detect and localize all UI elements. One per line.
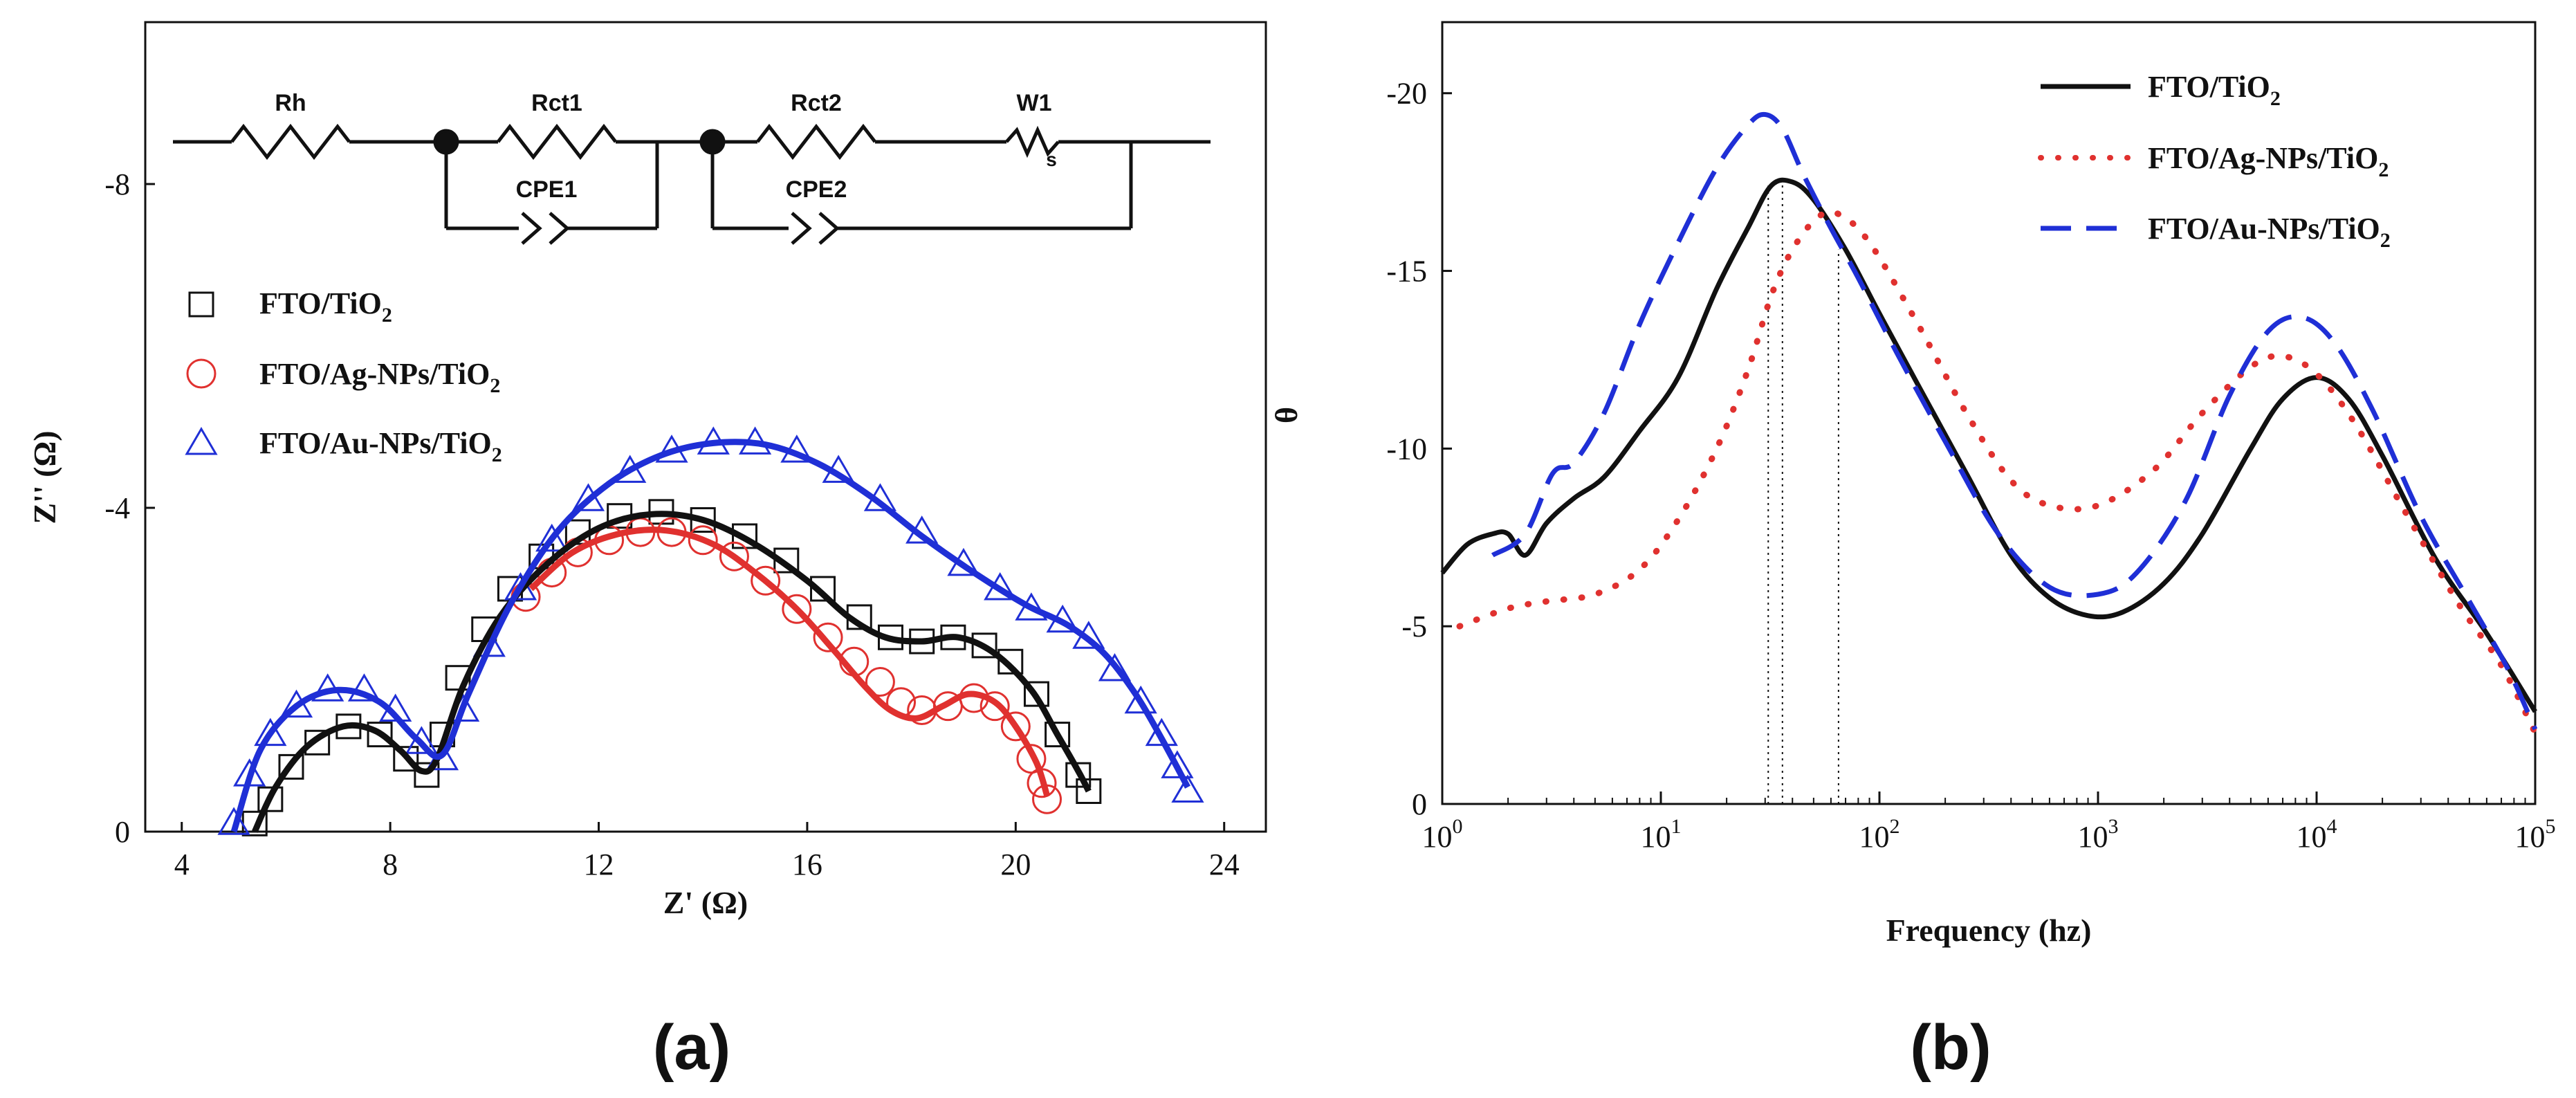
nyquist-plot: 4 8 12 16 20 24 0 -4 -8 [27, 21, 1267, 1083]
legend-label-au: FTO/Au-NPs/TiO2 [259, 426, 502, 466]
data-point-square [1076, 778, 1102, 804]
data-point-triangle [254, 717, 287, 747]
y-tick-label: -15 [1386, 255, 1427, 289]
label-rh: Rh [275, 90, 306, 116]
plot-frame [1441, 21, 2537, 805]
label-cpe2: CPE2 [786, 176, 847, 203]
panel-label-b: (b) [1910, 1012, 1991, 1083]
x-tick-label: 20 [1000, 848, 1031, 881]
y-tick-label: -8 [104, 167, 130, 201]
data-point-square [810, 576, 836, 602]
data-point-square [367, 722, 393, 748]
label-ws: s [1046, 149, 1057, 170]
x-tick-label: 24 [1209, 848, 1240, 881]
label-w1: W1 [1017, 90, 1052, 116]
label-rct1: Rct1 [531, 90, 582, 116]
data-point-circle [979, 691, 1010, 722]
resistor-rct1 [497, 123, 617, 161]
y-tick-label: -4 [104, 491, 130, 525]
y-axis-label-b: θ [1269, 407, 1304, 423]
data-point-square [1045, 722, 1071, 748]
legend-b: FTO/TiO2 FTO/Ag-NPs/TiO2 FTO/Au-NPs/TiO2 [2038, 70, 2391, 252]
legend-label-tio2: FTO/TiO2 [2148, 70, 2281, 110]
x-tick-label: 105 [2515, 815, 2556, 854]
x-tick-label: 102 [1859, 815, 1900, 854]
data-point-circle [688, 525, 718, 556]
cpe1-symbol [521, 212, 542, 245]
legend-marker-square [188, 291, 214, 318]
x-tick-label: 16 [792, 848, 822, 881]
x-tick-label: 8 [383, 848, 398, 881]
data-point-circle [719, 541, 749, 571]
data-point-square [1065, 762, 1092, 788]
legend-marker-circle [186, 358, 217, 389]
y-axis-label-a: Z'' (Ω) [27, 430, 62, 524]
data-point-square [1023, 681, 1049, 707]
fit-line [230, 439, 1190, 833]
fit-line [528, 527, 1050, 796]
data-point-square [278, 753, 304, 780]
label-rct2: Rct2 [791, 90, 842, 116]
resistor-rh [230, 123, 351, 161]
data-point-triangle [1098, 653, 1132, 681]
panel-label-a: (a) [653, 1012, 730, 1083]
x-tick-label: 100 [1422, 815, 1463, 854]
y-tick-label: 0 [1412, 787, 1427, 821]
y-tick-label: -10 [1386, 432, 1427, 466]
data-point-triangle [1124, 685, 1157, 714]
x-axis-label-a: Z' (Ω) [663, 885, 748, 920]
legend-label-au: FTO/Au-NPs/TiO2 [2148, 212, 2391, 252]
series-line-solid [1440, 177, 2537, 713]
x-tick-label: 12 [584, 848, 614, 881]
y-tick-label: 0 [115, 815, 130, 849]
resistor-rct2 [756, 123, 876, 161]
x-tick-label: 4 [174, 848, 190, 881]
data-point-circle [751, 565, 781, 596]
fit-line [252, 511, 1092, 833]
x-axis-label-b: Frequency (hz) [1886, 913, 2092, 948]
legend-label-ag: FTO/Ag-NPs/TiO2 [259, 357, 500, 397]
bode-phase-plot: 100 101 102 103 104 105 0 -5 -10 -15 -20 FTO/TiO2… [1269, 21, 2556, 1083]
data-point-square [257, 786, 284, 812]
legend-label-tio2: FTO/TiO2 [259, 286, 392, 327]
x-tick-label: 103 [2078, 815, 2119, 854]
series-line-dotted [1456, 208, 2539, 736]
data-point-square [971, 632, 997, 659]
data-point-circle [865, 667, 895, 697]
data-point-square [414, 762, 440, 788]
cpe2-symbol [791, 212, 812, 245]
warburg-w1 [1005, 125, 1060, 158]
data-point-circle [1000, 711, 1031, 742]
data-point-triangle [347, 673, 381, 702]
data-point-triangle [535, 523, 569, 552]
x-tick-label: 101 [1641, 815, 1682, 854]
label-cpe1: CPE1 [516, 176, 578, 203]
y-tick-label: -5 [1401, 610, 1427, 643]
data-point-circle [813, 622, 843, 652]
data-point-circle [782, 594, 812, 624]
data-point-triangle [217, 807, 250, 835]
x-tick-label: 104 [2297, 815, 2337, 854]
data-point-square [997, 648, 1024, 675]
data-point-square [304, 729, 331, 756]
legend-label-ag: FTO/Ag-NPs/TiO2 [2148, 141, 2389, 181]
y-tick-label: -20 [1386, 77, 1427, 111]
plot-frame [144, 21, 1267, 833]
data-point-triangle [1161, 750, 1194, 778]
equivalent-circuit [173, 123, 1211, 245]
legend-a: FTO/TiO2 FTO/Ag-NPs/TiO2 FTO/Au-NPs/TiO2 [185, 286, 502, 466]
legend-marker-triangle [185, 427, 218, 455]
series-line-dashed [1491, 111, 2538, 731]
data-point-square [393, 746, 419, 772]
data-point-triangle [1171, 774, 1204, 803]
